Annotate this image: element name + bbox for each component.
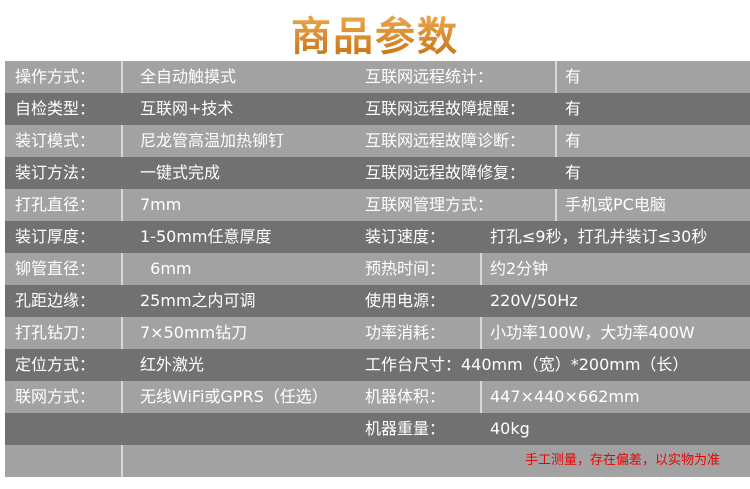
- param-value: 互联网+技术: [140, 99, 234, 118]
- param-label: 互联网远程统计：: [365, 67, 494, 86]
- param-value: 40kg: [490, 419, 530, 438]
- param-value: 7×50mm钻刀: [140, 323, 248, 342]
- param-label: 装订模式：: [15, 131, 96, 150]
- column-divider: [555, 125, 557, 157]
- param-value: 红外激光: [140, 355, 205, 374]
- param-label: 装订方法：: [15, 163, 96, 182]
- param-label: 功率消耗：: [365, 323, 446, 342]
- param-value: 尼龙管高温加热铆钉: [140, 131, 285, 150]
- column-divider: [121, 381, 123, 413]
- param-value: 7mm: [140, 195, 182, 214]
- param-label: 操作方式：: [15, 67, 96, 86]
- note-row: 手工测量，存在偏差，以实物为准: [5, 445, 750, 477]
- column-divider: [121, 445, 123, 477]
- table-row: 装订厚度： 1-50mm任意厚度 装订速度： 打孔≤9秒，打孔并装订≤30秒: [5, 221, 750, 253]
- param-value: 全自动触摸式: [140, 67, 237, 86]
- param-label: 互联网远程故障提醒：: [365, 99, 526, 118]
- param-value: 无线WiFi或GPRS（任选）: [140, 387, 328, 406]
- param-label: 互联网管理方式：: [365, 195, 494, 214]
- param-label: 自检类型：: [15, 99, 96, 118]
- param-value: 有: [565, 163, 582, 182]
- column-divider: [480, 253, 482, 285]
- param-label: 打孔直径：: [15, 195, 96, 214]
- table-row: 打孔直径： 7mm 互联网管理方式： 手机或PC电脑: [5, 189, 750, 221]
- table-row: 孔距边缘： 25mm之内可调 使用电源： 220V/50Hz: [5, 285, 750, 317]
- param-label: 装订速度：: [365, 227, 446, 246]
- column-divider: [121, 253, 123, 285]
- param-value: 6mm: [140, 259, 192, 278]
- page-title: 商品参数: [0, 4, 750, 62]
- table-row: 铆管直径： 6mm 预热时间： 约2分钟: [5, 253, 750, 285]
- column-divider: [121, 125, 123, 157]
- param-label: 孔距边缘：: [15, 291, 96, 310]
- table-row: 装订模式： 尼龙管高温加热铆钉 互联网远程故障诊断： 有: [5, 125, 750, 157]
- params-table: 操作方式： 全自动触摸式 互联网远程统计：有自检类型： 互联网+技术 互联网远程故障提醒…: [5, 61, 750, 477]
- param-value: 有: [565, 131, 582, 150]
- column-divider: [121, 61, 123, 93]
- param-label: 联网方式：: [15, 387, 96, 406]
- measurement-note: 手工测量，存在偏差，以实物为准: [524, 453, 720, 468]
- param-label: 机器重量：: [365, 419, 446, 438]
- param-label: 工作台尺寸：440mm（宽）*200mm（长）: [365, 355, 689, 374]
- param-value: 打孔≤9秒，打孔并装订≤30秒: [490, 227, 708, 246]
- table-row: 自检类型： 互联网+技术 互联网远程故障提醒： 有: [5, 93, 750, 125]
- table-row: 装订方法： 一键式完成 互联网远程故障修复： 有: [5, 157, 750, 189]
- column-divider: [480, 317, 482, 349]
- column-divider: [121, 189, 123, 221]
- table-row: 联网方式： 无线WiFi或GPRS（任选） 机器体积： 447×440×662mm: [5, 381, 750, 413]
- param-label: 机器体积：: [365, 387, 446, 406]
- column-divider: [480, 381, 482, 413]
- param-label: 定位方式：: [15, 355, 96, 374]
- table-row: 机器重量： 40kg: [5, 413, 750, 445]
- param-label: 铆管直径：: [15, 259, 96, 278]
- param-label: 打孔钻刀：: [15, 323, 96, 342]
- param-label: 互联网远程故障修复：: [365, 163, 526, 182]
- param-value: 约2分钟: [490, 259, 549, 278]
- table-row: 操作方式： 全自动触摸式 互联网远程统计： 有: [5, 61, 750, 93]
- param-value: 小功率100W，大功率400W: [490, 323, 695, 342]
- param-value: 1-50mm任意厚度: [140, 227, 272, 246]
- param-value: 25mm之内可调: [140, 291, 256, 310]
- param-value: 220V/50Hz: [490, 291, 578, 310]
- column-divider: [121, 317, 123, 349]
- param-value: 一键式完成: [140, 163, 221, 182]
- column-divider: [555, 61, 557, 93]
- param-label: 使用电源：: [365, 291, 446, 310]
- column-divider: [555, 189, 557, 221]
- param-value: 有: [565, 67, 582, 86]
- param-label: 装订厚度：: [15, 227, 96, 246]
- param-label: 预热时间：: [365, 259, 446, 278]
- param-value: 有: [565, 99, 582, 118]
- table-row: 定位方式： 红外激光 工作台尺寸：440mm（宽）*200mm（长）: [5, 349, 750, 381]
- param-value: 手机或PC电脑: [565, 195, 666, 214]
- param-value: 447×440×662mm: [490, 387, 640, 406]
- param-label: 互联网远程故障诊断：: [365, 131, 526, 150]
- table-row: 打孔钻刀： 7×50mm钻刀 功率消耗： 小功率100W，大功率400W: [5, 317, 750, 349]
